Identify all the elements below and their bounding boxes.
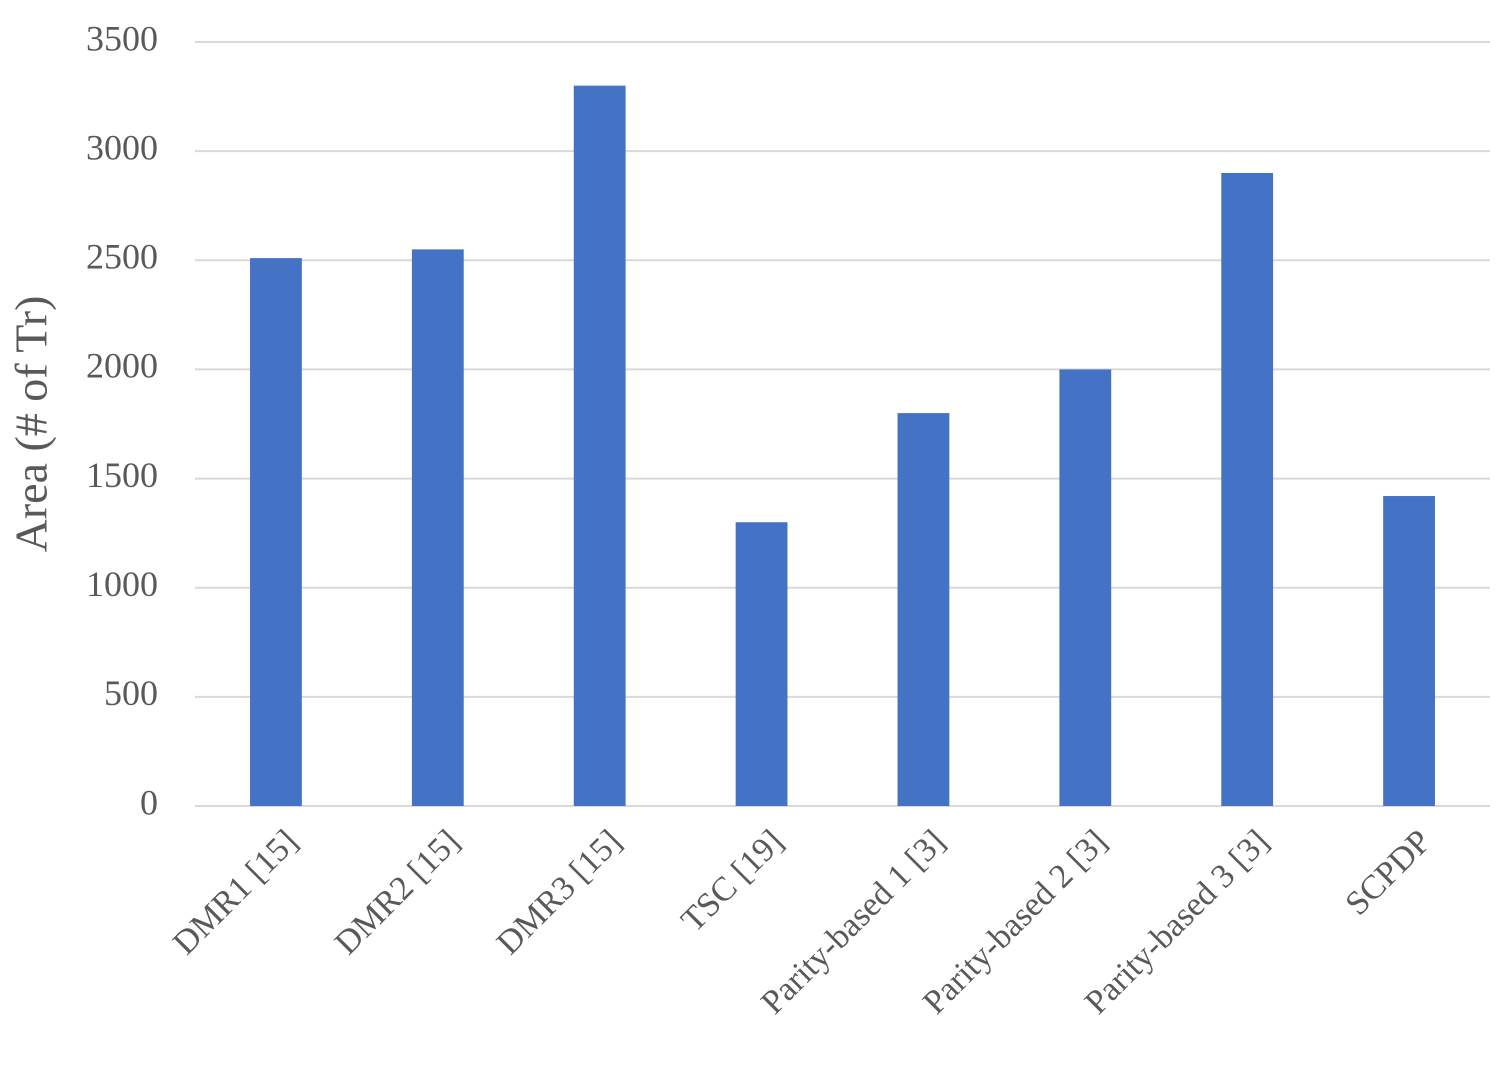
- y-axis-title: Area (# of Tr): [6, 296, 57, 553]
- y-tick-label: 1500: [86, 455, 158, 495]
- bar: [573, 85, 626, 806]
- y-tick-label: 0: [140, 782, 158, 822]
- bar: [897, 413, 950, 806]
- x-tick-label: DMR2 [15]: [328, 823, 467, 962]
- y-tick-label: 500: [104, 673, 158, 713]
- bar: [1221, 172, 1274, 806]
- bar: [1383, 496, 1435, 806]
- x-tick-label: TSC [19]: [674, 823, 790, 939]
- y-tick-label: 3500: [86, 18, 158, 58]
- bar: [1059, 369, 1112, 806]
- x-tick-label: DMR1 [15]: [166, 823, 305, 962]
- bar: [735, 522, 788, 806]
- y-tick-label: 1000: [86, 564, 158, 604]
- x-tick-label: DMR3 [15]: [490, 823, 629, 962]
- bar: [250, 258, 302, 806]
- y-tick-label: 3000: [86, 127, 158, 167]
- bar: [411, 249, 464, 806]
- x-tick-label: SCPDP: [1339, 823, 1439, 923]
- y-tick-label: 2000: [86, 346, 158, 386]
- y-tick-label: 2500: [86, 237, 158, 277]
